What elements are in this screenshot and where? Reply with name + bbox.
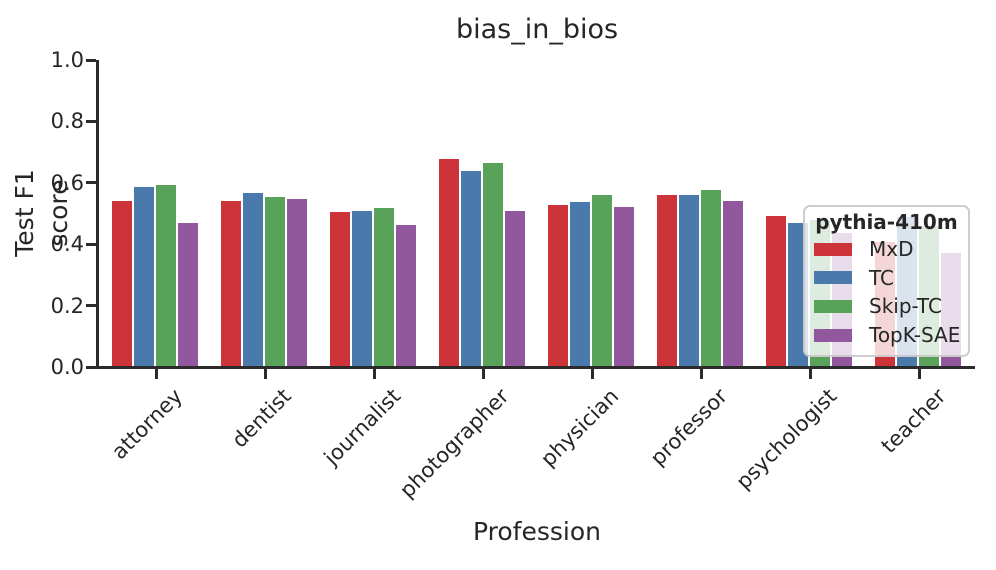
bar-topk-sae-dentist	[287, 199, 307, 368]
bar-skip-tc-dentist	[265, 197, 285, 368]
y-axis-label: Test F1 score	[10, 169, 73, 257]
bar-topk-sae-professor	[723, 200, 743, 368]
x-tick-label: photographer	[395, 384, 514, 503]
y-tick-mark	[86, 242, 96, 246]
x-tick-mark	[699, 369, 703, 379]
x-tick-label: teacher	[876, 384, 950, 458]
bar-skip-tc-photographer	[483, 163, 503, 368]
legend-item-label: Skip-TC	[869, 294, 942, 319]
bar-mxd-professor	[657, 195, 677, 368]
y-tick-label: 0.8	[50, 109, 84, 134]
bar-mxd-attorney	[112, 200, 132, 368]
y-tick-label: 0.2	[50, 293, 84, 318]
bar-tc-professor	[679, 194, 699, 368]
x-tick-label: physician	[535, 384, 623, 472]
legend-swatch-icon	[814, 271, 852, 285]
x-tick-mark	[263, 369, 267, 379]
x-tick-label: psychologist	[731, 384, 841, 494]
x-tick-label: attorney	[106, 384, 187, 464]
y-tick-mark	[86, 58, 96, 62]
bar-tc-physician	[570, 202, 590, 368]
legend-title: pythia-410m	[815, 210, 958, 234]
bar-skip-tc-professor	[701, 190, 721, 368]
bar-mxd-dentist	[221, 201, 241, 368]
bar-tc-photographer	[461, 171, 481, 368]
x-tick-label: journalist	[319, 384, 405, 470]
legend-item-tc: TC	[805, 264, 968, 293]
legend-item-label: TC	[869, 265, 895, 290]
bar-tc-dentist	[243, 192, 263, 368]
y-tick-mark	[86, 181, 96, 185]
bar-topk-sae-physician	[614, 207, 634, 368]
bar-tc-journalist	[352, 211, 372, 368]
x-tick-mark	[154, 369, 158, 379]
legend-item-mxd: MxD	[805, 235, 968, 264]
legend-items: MxD TC Skip-TC TopK-SAE	[805, 235, 968, 349]
bar-topk-sae-attorney	[178, 223, 198, 368]
legend-swatch-icon	[814, 299, 852, 313]
y-axis-spine	[96, 60, 99, 369]
x-tick-label: professor	[645, 384, 732, 471]
y-tick-mark	[86, 304, 96, 308]
bar-skip-tc-physician	[592, 195, 612, 368]
bar-mxd-journalist	[330, 211, 350, 368]
x-tick-mark	[590, 369, 594, 379]
x-tick-mark	[481, 369, 485, 379]
bar-topk-sae-journalist	[396, 224, 416, 368]
x-tick-mark	[917, 369, 921, 379]
bar-tc-attorney	[134, 187, 154, 368]
x-axis-spine	[96, 366, 975, 369]
legend-item-topk-sae: TopK-SAE	[805, 321, 968, 350]
y-tick-label: 0.6	[50, 170, 84, 195]
y-tick-label: 1.0	[50, 48, 84, 72]
legend-item-skip-tc: Skip-TC	[805, 292, 968, 321]
bar-mxd-psychologist	[766, 215, 786, 368]
bar-mxd-photographer	[439, 159, 459, 368]
bar-mxd-physician	[548, 205, 568, 368]
legend-item-label: MxD	[869, 237, 914, 262]
bar-skip-tc-attorney	[156, 184, 176, 368]
bar-skip-tc-journalist	[374, 207, 394, 368]
bar-topk-sae-photographer	[505, 210, 525, 368]
y-tick-mark	[86, 365, 96, 369]
x-tick-mark	[808, 369, 812, 379]
legend-swatch-icon	[814, 242, 852, 256]
y-tick-label: 0.0	[50, 355, 84, 379]
chart-title: bias_in_bios	[455, 14, 619, 45]
x-tick-label: dentist	[227, 384, 296, 453]
y-tick-mark	[86, 119, 96, 123]
legend-swatch-icon	[814, 328, 852, 342]
x-axis-label: Profession	[473, 517, 601, 546]
legend: pythia-410m MxD TC Skip-TC TopK-SAE	[803, 205, 970, 357]
y-tick-label: 0.4	[50, 232, 84, 257]
legend-item-label: TopK-SAE	[869, 323, 961, 348]
x-tick-mark	[372, 369, 376, 379]
